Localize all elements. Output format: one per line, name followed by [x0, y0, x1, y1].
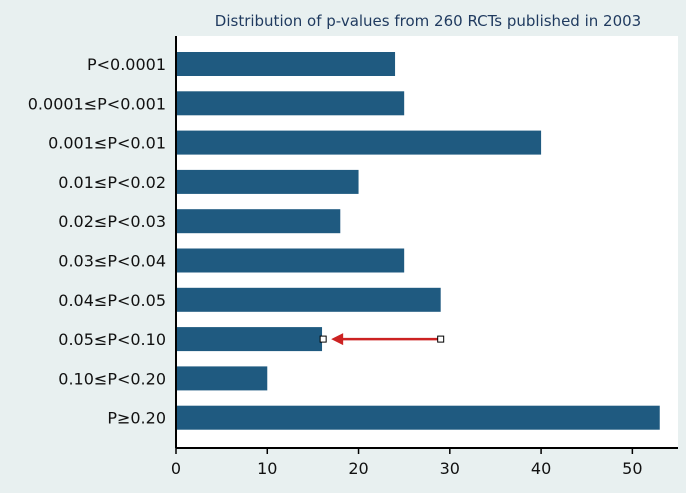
x-tick-label: 30: [440, 459, 460, 478]
y-tick-label: 0.10≤P<0.20: [58, 369, 166, 388]
bar: [176, 130, 542, 155]
annotation-handle-start[interactable]: [437, 335, 445, 343]
annotation-arrow: [319, 333, 445, 346]
x-tick-label: 40: [531, 459, 551, 478]
bar: [176, 366, 268, 391]
x-axis: 0 10 20 30 40 50: [171, 447, 678, 478]
bar: [176, 52, 396, 76]
y-tick-label: 0.001≤P<0.01: [48, 134, 166, 153]
y-tick-labels: P<0.0001 0.0001≤P<0.001 0.001≤P<0.01 0.01≤P…: [28, 55, 166, 428]
y-tick-label: 0.04≤P<0.05: [58, 291, 166, 310]
y-tick-label: P<0.0001: [87, 55, 166, 74]
bar: [176, 209, 341, 234]
chart-title: Distribution of p-values from 260 RCTs p…: [215, 12, 641, 30]
bar: [176, 91, 405, 116]
annotation-arrow-head: [331, 333, 344, 346]
bars-group: [176, 52, 660, 430]
bar: [176, 405, 660, 430]
y-tick-label: 0.01≤P<0.02: [58, 173, 166, 192]
x-tick-label: 0: [171, 459, 181, 478]
y-tick-label: 0.03≤P<0.04: [58, 252, 166, 271]
y-tick-label: 0.02≤P<0.03: [58, 212, 166, 231]
x-tick-label: 50: [622, 459, 642, 478]
bar: [176, 169, 359, 194]
bar: [176, 248, 405, 273]
y-tick-label: 0.05≤P<0.10: [58, 330, 166, 349]
x-tick-label: 20: [348, 459, 368, 478]
bar: [176, 327, 323, 352]
bar: [176, 287, 441, 312]
y-tick-label: 0.0001≤P<0.001: [28, 94, 166, 113]
y-tick-label: P≥0.20: [107, 409, 166, 428]
x-tick-label: 10: [257, 459, 277, 478]
annotation-handle-end[interactable]: [319, 335, 327, 343]
